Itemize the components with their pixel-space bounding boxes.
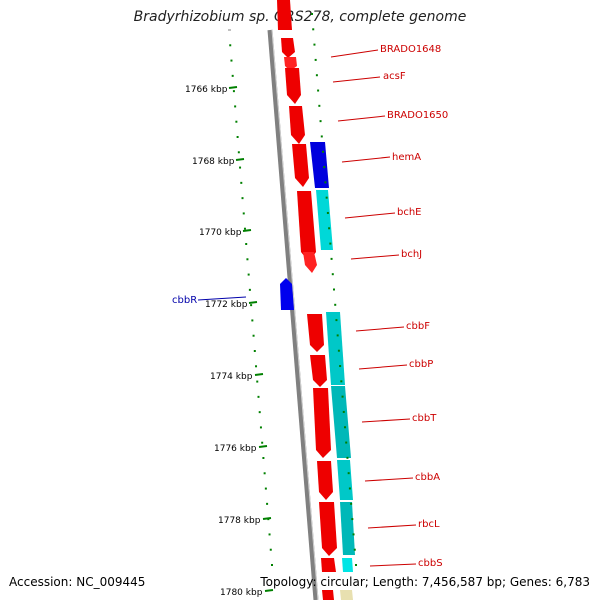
cyan-track	[316, 190, 355, 600]
axis-label-1774: 1774 kbp	[210, 372, 253, 382]
topology-text: Topology: circular; Length: 7,456,587 bp…	[260, 575, 590, 589]
genome-backbone-highlight	[271, 29, 319, 600]
gene-label-cbbT: cbbT	[412, 413, 437, 424]
genome-backbone	[267, 29, 319, 600]
axis-labels: 1766 kbp 1768 kbp 1770 kbp 1772 kbp 1774…	[185, 85, 263, 598]
gene-label-cbbA: cbbA	[415, 472, 440, 483]
gene-labels: BRADO1648 acsF BRADO1650 hemA bchE bchJ …	[380, 44, 448, 569]
gene-label-rbcL: rbcL	[418, 519, 440, 530]
axis-label-1780: 1780 kbp	[220, 588, 263, 598]
label-leaders	[330, 49, 417, 567]
axis-label-1778: 1778 kbp	[218, 516, 261, 526]
axis-label-1768: 1768 kbp	[192, 157, 235, 167]
axis-label-1772: 1772 kbp	[205, 300, 248, 310]
axis-major-ticks	[228, 86, 274, 592]
axis-label-1776: 1776 kbp	[214, 444, 257, 454]
axis-label-1766: 1766 kbp	[185, 85, 228, 95]
gene-label-cbbR: cbbR	[172, 295, 197, 306]
gene-label-bchJ: bchJ	[401, 249, 422, 260]
gene-label-cbbF: cbbF	[406, 321, 430, 332]
cbbR-leader	[197, 296, 247, 301]
gene-label-BRADO1650: BRADO1650	[387, 110, 448, 121]
gene-label-hemA: hemA	[392, 152, 421, 163]
axis-label-1770: 1770 kbp	[199, 228, 242, 238]
forward-genes	[277, 0, 337, 600]
accession-text: Accession: NC_009445	[9, 575, 146, 589]
gene-label-cbbP: cbbP	[409, 359, 433, 370]
gene-label-BRADO1648: BRADO1648	[380, 44, 441, 55]
gene-label-bchE: bchE	[397, 207, 422, 218]
scale-ticks	[228, 13, 357, 566]
gene-label-acsF: acsF	[383, 71, 406, 82]
reverse-genes	[280, 142, 329, 310]
genome-title: Bradyrhizobium sp. ORS278, complete geno…	[133, 9, 467, 25]
gene-label-cbbS: cbbS	[418, 558, 443, 569]
